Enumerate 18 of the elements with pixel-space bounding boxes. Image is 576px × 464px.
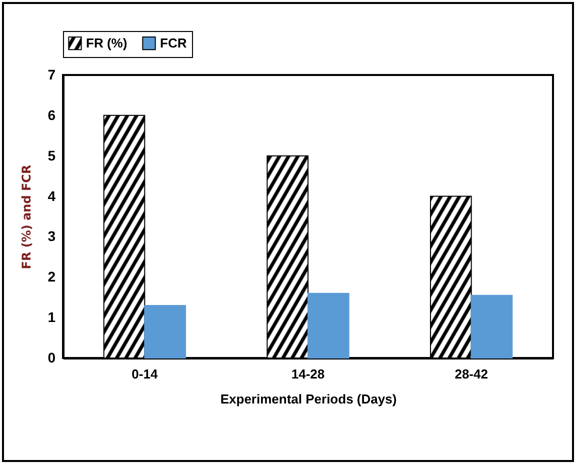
y-tick-label: 6 (48, 106, 56, 123)
y-tick-label: 4 (48, 188, 56, 204)
y-tick-label: 0 (48, 350, 56, 366)
y-tick-label: 2 (48, 268, 56, 285)
bar (144, 304, 186, 358)
x-tick-label: 14-28 (291, 366, 325, 382)
y-tick-label: 7 (48, 66, 56, 82)
y-tick-label: 1 (48, 309, 56, 326)
legend-label: FCR (160, 35, 188, 50)
x-axis-title: Experimental Periods (Days) (220, 392, 397, 406)
bar (308, 292, 350, 358)
x-tick-label: 0-14 (132, 366, 158, 382)
y-tick-label: 3 (48, 228, 56, 244)
legend-label: FR (%) (86, 35, 128, 50)
bar (470, 294, 513, 358)
x-tick-label: 28-42 (454, 366, 488, 382)
y-axis-title: FR (%) and FCR (20, 164, 34, 270)
y-tick-label: 5 (48, 147, 56, 164)
